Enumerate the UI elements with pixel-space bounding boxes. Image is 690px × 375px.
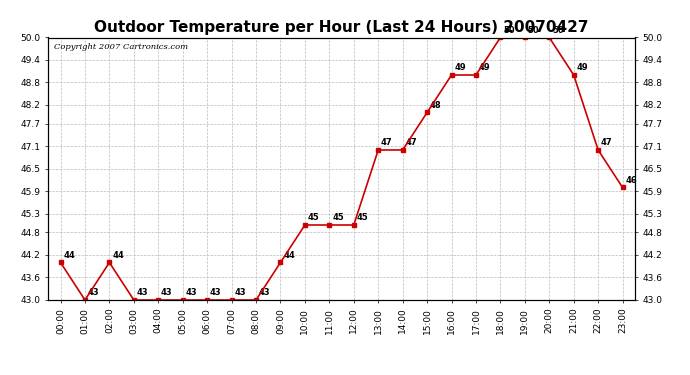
Text: 47: 47 <box>406 138 417 147</box>
Text: 50: 50 <box>552 26 564 35</box>
Text: 44: 44 <box>112 251 124 260</box>
Text: 45: 45 <box>357 213 368 222</box>
Text: 43: 43 <box>186 288 197 297</box>
Text: 50: 50 <box>503 26 515 35</box>
Text: 49: 49 <box>576 63 588 72</box>
Text: 43: 43 <box>210 288 221 297</box>
Text: 43: 43 <box>235 288 246 297</box>
Text: 45: 45 <box>332 213 344 222</box>
Text: 46: 46 <box>625 176 637 185</box>
Text: 48: 48 <box>430 101 442 110</box>
Text: 47: 47 <box>601 138 613 147</box>
Text: 45: 45 <box>308 213 319 222</box>
Text: 43: 43 <box>161 288 172 297</box>
Text: 47: 47 <box>381 138 393 147</box>
Text: 44: 44 <box>63 251 75 260</box>
Text: 44: 44 <box>283 251 295 260</box>
Text: 43: 43 <box>137 288 148 297</box>
Title: Outdoor Temperature per Hour (Last 24 Hours) 20070427: Outdoor Temperature per Hour (Last 24 Ho… <box>95 20 589 35</box>
Text: 49: 49 <box>479 63 491 72</box>
Text: 43: 43 <box>259 288 270 297</box>
Text: 49: 49 <box>454 63 466 72</box>
Text: Copyright 2007 Cartronics.com: Copyright 2007 Cartronics.com <box>55 43 188 51</box>
Text: 43: 43 <box>88 288 99 297</box>
Text: 50: 50 <box>528 26 539 35</box>
